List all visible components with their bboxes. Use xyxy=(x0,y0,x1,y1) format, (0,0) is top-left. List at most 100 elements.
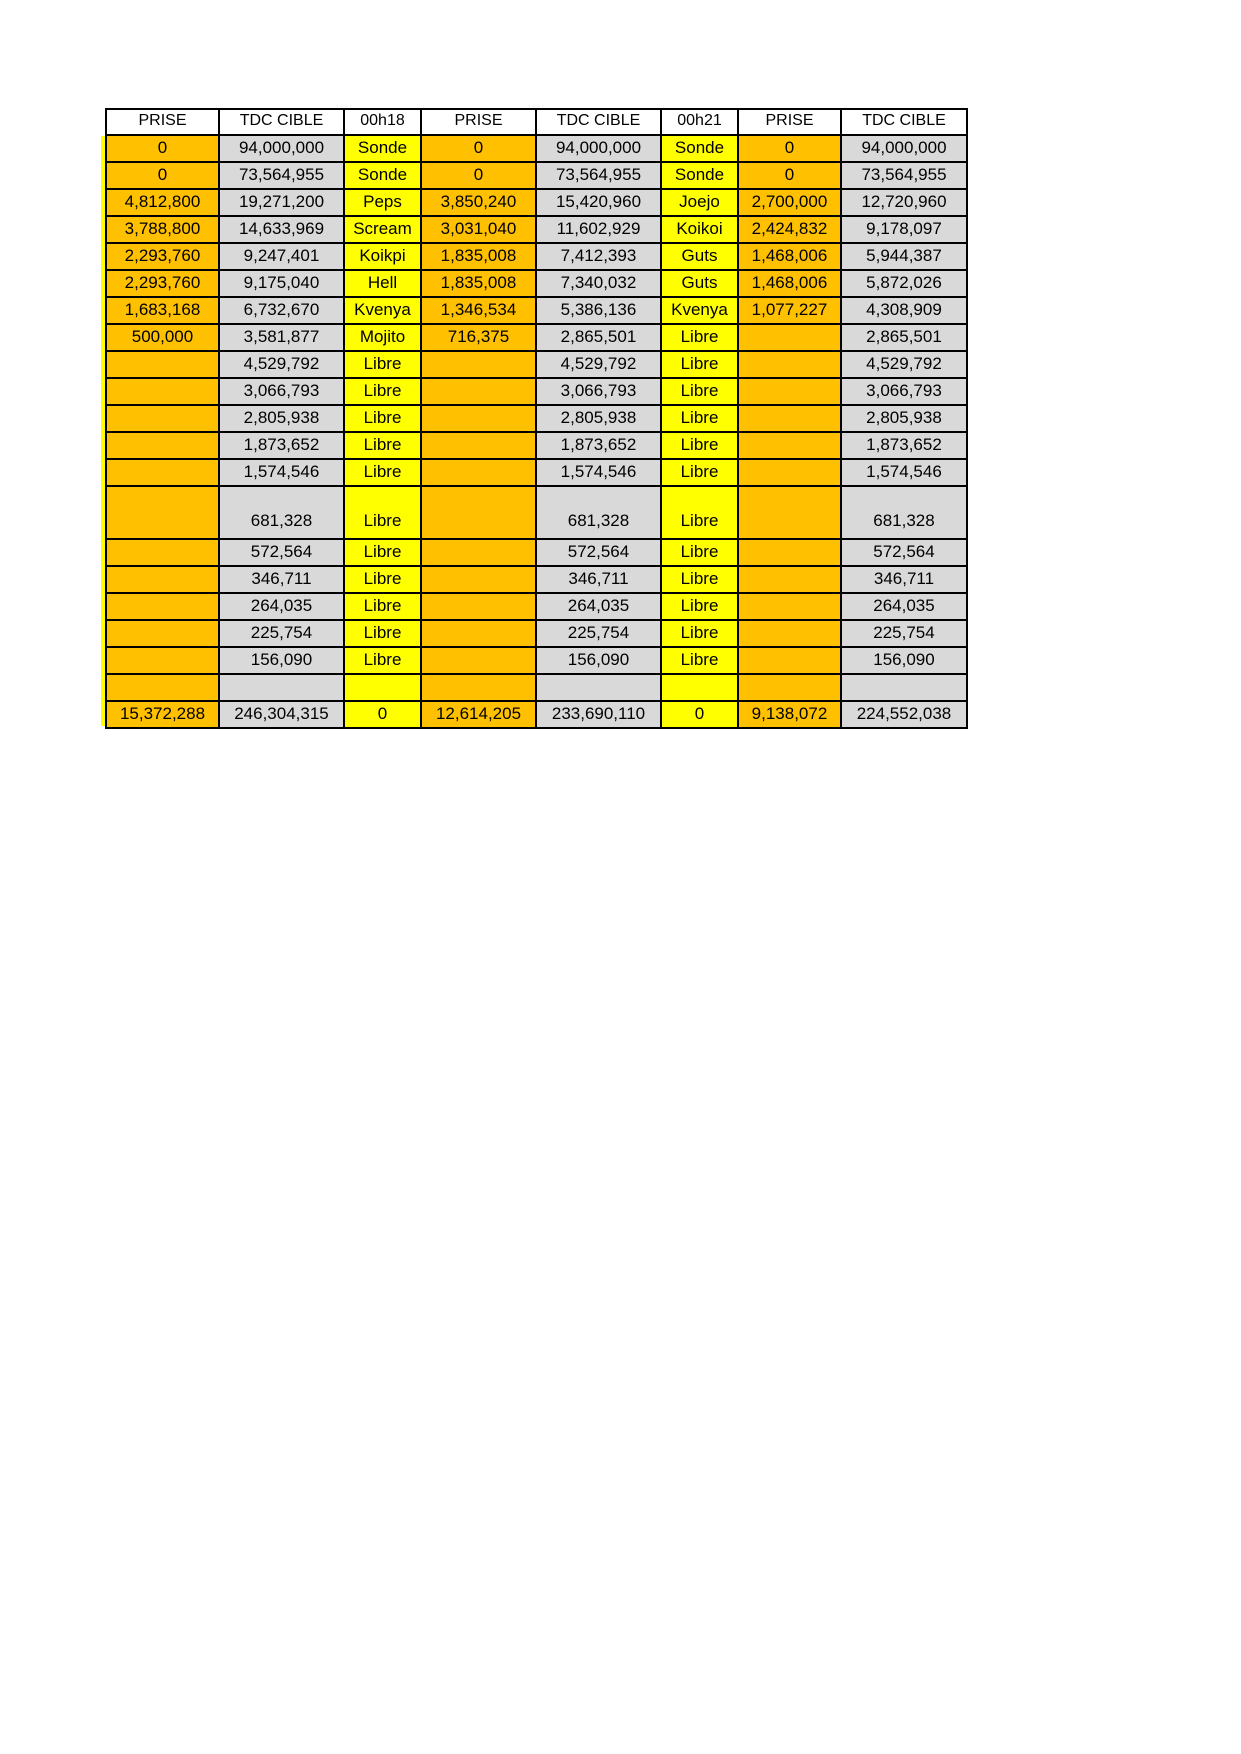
table-row: 1,873,652 Libre 1,873,652 Libre 1,873,652 xyxy=(105,431,968,460)
cell: 2,805,938 xyxy=(218,404,345,433)
table-row: 2,293,760 9,175,040 Hell 1,835,008 7,340,032… xyxy=(105,269,968,298)
cell: 5,944,387 xyxy=(840,242,968,271)
cell xyxy=(660,673,739,702)
cell xyxy=(420,485,537,540)
cell: 9,175,040 xyxy=(218,269,345,298)
cell: 2,700,000 xyxy=(737,188,842,217)
cell xyxy=(105,538,220,567)
cell: 500,000 xyxy=(105,323,220,352)
cell: Libre xyxy=(660,404,739,433)
cell: 1,574,546 xyxy=(840,458,968,487)
cell: Libre xyxy=(660,592,739,621)
cell: 4,529,792 xyxy=(840,350,968,379)
cell: 156,090 xyxy=(218,646,345,675)
cell: 9,247,401 xyxy=(218,242,345,271)
cell: Libre xyxy=(660,619,739,648)
cell: Libre xyxy=(343,350,422,379)
cell: 346,711 xyxy=(840,565,968,594)
header-cell: PRISE xyxy=(737,108,842,136)
cell: 5,386,136 xyxy=(535,296,662,325)
cell xyxy=(420,646,537,675)
cell: 224,552,038 xyxy=(840,700,968,729)
cell: 2,805,938 xyxy=(840,404,968,433)
adjacent-column-sliver xyxy=(101,136,106,726)
cell: 2,805,938 xyxy=(535,404,662,433)
table-row: 500,000 3,581,877 Mojito 716,375 2,865,501 Li… xyxy=(105,323,968,352)
cell: 1,346,534 xyxy=(420,296,537,325)
cell xyxy=(737,592,842,621)
cell: 2,424,832 xyxy=(737,215,842,244)
cell: 3,066,793 xyxy=(840,377,968,406)
cell: 0 xyxy=(105,161,220,190)
cell: 73,564,955 xyxy=(535,161,662,190)
cell: 94,000,000 xyxy=(535,134,662,163)
totals-row: 15,372,288 246,304,315 0 12,614,205 233,690,… xyxy=(105,700,968,729)
cell: 11,602,929 xyxy=(535,215,662,244)
header-cell: TDC CIBLE xyxy=(535,108,662,136)
cell: Libre xyxy=(660,323,739,352)
cell: 246,304,315 xyxy=(218,700,345,729)
cell xyxy=(218,673,345,702)
data-table: PRISE TDC CIBLE 00h18 PRISE TDC CIBLE 00h21 PR… xyxy=(105,108,968,729)
cell: 3,066,793 xyxy=(535,377,662,406)
cell: 264,035 xyxy=(535,592,662,621)
cell xyxy=(105,619,220,648)
cell: Koikoi xyxy=(660,215,739,244)
cell: 9,178,097 xyxy=(840,215,968,244)
cell: Libre xyxy=(343,646,422,675)
cell: 9,138,072 xyxy=(737,700,842,729)
cell xyxy=(737,485,842,540)
cell: 7,412,393 xyxy=(535,242,662,271)
cell: 233,690,110 xyxy=(535,700,662,729)
cell: 3,066,793 xyxy=(218,377,345,406)
cell: 346,711 xyxy=(218,565,345,594)
cell: Mojito xyxy=(343,323,422,352)
cell: 572,564 xyxy=(840,538,968,567)
cell: 1,468,006 xyxy=(737,269,842,298)
cell xyxy=(737,538,842,567)
table-row: 0 73,564,955 Sonde 0 73,564,955 Sonde 0 73,564,… xyxy=(105,161,968,190)
cell xyxy=(105,458,220,487)
cell: 19,271,200 xyxy=(218,188,345,217)
cell: 1,574,546 xyxy=(218,458,345,487)
cell xyxy=(737,404,842,433)
cell: Kvenya xyxy=(343,296,422,325)
cell: 225,754 xyxy=(840,619,968,648)
cell: 3,581,877 xyxy=(218,323,345,352)
table-row: 572,564 Libre 572,564 Libre 572,564 xyxy=(105,538,968,567)
cell: 681,328 xyxy=(840,485,968,540)
cell: 225,754 xyxy=(535,619,662,648)
cell xyxy=(840,673,968,702)
cell xyxy=(420,350,537,379)
cell: Libre xyxy=(343,592,422,621)
cell xyxy=(420,592,537,621)
cell: Guts xyxy=(660,269,739,298)
cell: Libre xyxy=(660,565,739,594)
cell: 3,031,040 xyxy=(420,215,537,244)
cell: Libre xyxy=(343,404,422,433)
header-cell: TDC CIBLE xyxy=(840,108,968,136)
table-row: 2,293,760 9,247,401 Koikpi 1,835,008 7,412,3… xyxy=(105,242,968,271)
cell xyxy=(105,565,220,594)
cell xyxy=(420,431,537,460)
table-row: 4,812,800 19,271,200 Peps 3,850,240 15,420,9… xyxy=(105,188,968,217)
cell: 1,077,227 xyxy=(737,296,842,325)
table-row: 1,683,168 6,732,670 Kvenya 1,346,534 5,386,1… xyxy=(105,296,968,325)
cell: 4,529,792 xyxy=(535,350,662,379)
cell: Libre xyxy=(343,431,422,460)
cell xyxy=(737,646,842,675)
cell: 1,683,168 xyxy=(105,296,220,325)
cell: 4,812,800 xyxy=(105,188,220,217)
cell xyxy=(343,673,422,702)
cell: 2,865,501 xyxy=(535,323,662,352)
cell: 3,788,800 xyxy=(105,215,220,244)
cell: 1,873,652 xyxy=(535,431,662,460)
header-row: PRISE TDC CIBLE 00h18 PRISE TDC CIBLE 00h21 PR… xyxy=(105,108,968,136)
cell xyxy=(105,646,220,675)
cell xyxy=(737,350,842,379)
cell xyxy=(737,458,842,487)
table-row: 3,066,793 Libre 3,066,793 Libre 3,066,793 xyxy=(105,377,968,406)
cell: Libre xyxy=(660,458,739,487)
cell: 1,835,008 xyxy=(420,269,537,298)
